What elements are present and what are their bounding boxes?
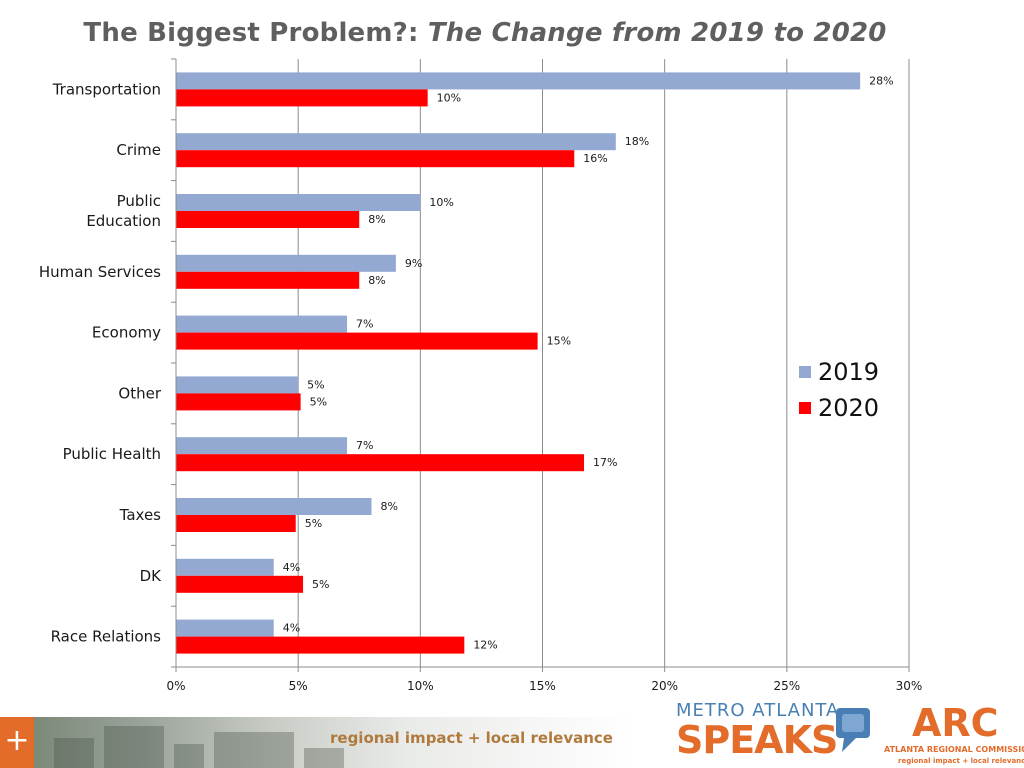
data-label-2020: 15% <box>547 335 571 348</box>
bars <box>176 72 861 654</box>
arc-letters: ARC <box>912 701 999 745</box>
speech-bubble-icon <box>836 708 870 752</box>
legend-label-2019: 2019 <box>818 358 879 386</box>
arc-tagline: regional impact + local relevance <box>898 757 1024 765</box>
category-label: Other <box>118 384 161 402</box>
metro-atlanta-speaks-logo: METRO ATLANTA SPEAKS <box>676 700 876 768</box>
data-label-2019: 18% <box>625 135 649 148</box>
bar-2020 <box>176 211 360 228</box>
category-label: Taxes <box>119 506 162 524</box>
category-label: Economy <box>92 324 161 342</box>
legend: 2019 2020 <box>799 358 879 422</box>
x-tick-label: 20% <box>651 679 678 693</box>
x-tick-label: 10% <box>407 679 434 693</box>
bar-2019 <box>176 133 616 151</box>
x-tick-label: 30% <box>896 679 923 693</box>
data-label-2019: 9% <box>405 257 422 270</box>
category-label: Public <box>117 192 161 210</box>
arc-logo: ARC ATLANTA REGIONAL COMMISSION regional… <box>882 701 1024 767</box>
data-label-2020: 5% <box>305 517 322 530</box>
data-label-2019: 4% <box>283 622 300 635</box>
category-label: Education <box>86 212 161 230</box>
category-label: Race Relations <box>51 628 162 646</box>
data-label-2020: 8% <box>368 274 385 287</box>
bar-2019 <box>176 558 274 576</box>
bar-2020 <box>176 393 301 411</box>
legend-swatch-2020 <box>799 402 811 414</box>
bar-2019 <box>176 437 348 455</box>
data-label-2020: 10% <box>437 91 461 104</box>
bar-2019 <box>176 498 372 515</box>
bar-2019 <box>176 194 421 211</box>
data-label-2019: 5% <box>307 378 324 391</box>
chart-title: The Biggest Problem?: The Change from 20… <box>0 18 970 48</box>
x-tick-label: 0% <box>166 679 185 693</box>
bar-2019 <box>176 619 274 637</box>
footer-tagline: regional impact + local relevance <box>330 729 613 747</box>
data-label-2019: 28% <box>869 74 893 87</box>
labels: 28% 10% Transportation 18% 16% Crime 10% 8% Publ… <box>39 74 894 651</box>
data-label-2020: 8% <box>368 213 385 226</box>
chart-title-subtitle: The Change from 2019 to 2020 <box>427 18 887 48</box>
bar-2019 <box>176 315 348 333</box>
footer: + regional impact + local relevance METR… <box>0 700 1024 768</box>
axes: 0% 5% 10% 15% 20% 25% 30% <box>166 58 923 693</box>
metro-atlanta-text: METRO ATLANTA <box>676 700 840 721</box>
category-label: Human Services <box>39 263 161 281</box>
data-label-2020: 12% <box>473 639 497 652</box>
legend-swatch-2019 <box>799 366 811 378</box>
category-label: Crime <box>116 141 161 159</box>
bar-2020 <box>176 515 296 532</box>
data-label-2019: 8% <box>380 500 397 513</box>
data-label-2019: 7% <box>356 439 373 452</box>
data-label-2020: 5% <box>310 395 327 408</box>
data-label-2020: 5% <box>312 578 329 591</box>
data-label-2020: 16% <box>583 152 607 165</box>
bar-chart: 0% 5% 10% 15% 20% 25% 30% 28% 10% Transportation… <box>39 58 923 693</box>
plus-icon: + <box>0 717 34 768</box>
category-label: Transportation <box>52 80 161 98</box>
bar-2020 <box>176 89 428 107</box>
data-label-2019: 4% <box>283 561 300 574</box>
bar-2020 <box>176 636 465 654</box>
category-label: DK <box>140 567 163 585</box>
speaks-text: SPEAKS <box>676 718 838 762</box>
bar-2020 <box>176 454 585 472</box>
category-label: Public Health <box>63 445 161 463</box>
bar-2020 <box>176 150 575 168</box>
legend-label-2020: 2020 <box>818 394 879 422</box>
bar-2019 <box>176 254 396 272</box>
arc-name: ATLANTA REGIONAL COMMISSION <box>884 745 1024 754</box>
chart-title-main: The Biggest Problem?: <box>83 18 419 48</box>
x-tick-label: 5% <box>289 679 308 693</box>
footer-banner-image <box>34 717 634 768</box>
bar-2020 <box>176 575 304 593</box>
data-label-2019: 7% <box>356 318 373 331</box>
bar-2020 <box>176 332 538 350</box>
data-label-2019: 10% <box>429 196 453 209</box>
bar-2019 <box>176 376 299 394</box>
bar-2020 <box>176 271 360 289</box>
x-tick-label: 25% <box>773 679 800 693</box>
bar-2019 <box>176 72 861 90</box>
x-tick-label: 15% <box>529 679 556 693</box>
data-label-2020: 17% <box>593 456 617 469</box>
